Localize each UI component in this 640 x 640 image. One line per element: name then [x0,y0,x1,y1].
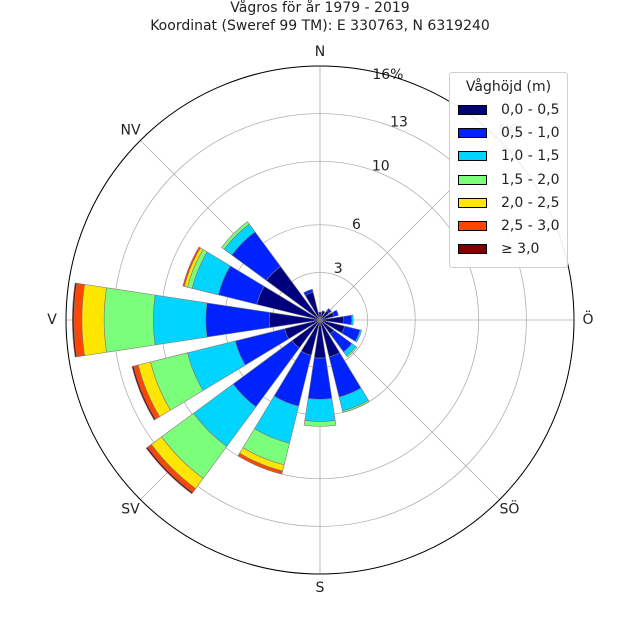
legend: Våghöjd (m) 0,0 - 0,5 0,5 - 1,0 1,0 - 1,5 1… [449,72,568,268]
legend-swatch-2 [458,151,487,162]
legend-item-3: 1,5 - 2,0 [450,168,567,191]
legend-swatch-1 [458,127,487,138]
direction-label-0: N [315,44,325,60]
legend-swatch-4 [458,197,487,208]
direction-label-7: NV [120,123,140,139]
legend-label-5: 2,5 - 3,0 [501,218,560,235]
legend-item-0: 0,0 - 0,5 [450,98,567,121]
legend-label-2: 1,0 - 1,5 [501,148,560,165]
legend-item-2: 1,0 - 1,5 [450,145,567,168]
chart-subtitle: Koordinat (Sweref 99 TM): E 330763, N 63… [150,18,490,34]
legend-items: 0,0 - 0,5 0,5 - 1,0 1,0 - 1,5 1,5 - 2,0 2,0 … [450,98,567,261]
legend-label-3: 1,5 - 2,0 [501,171,560,188]
bar-dir12-bin1 [205,302,271,338]
legend-swatch-6 [458,244,487,255]
bar-dir4-bin1 [343,314,353,326]
legend-title: Våghöjd (m) [465,79,552,95]
radial-tick-label-3: 13 [390,114,408,130]
bar-dir12-bin3 [103,287,156,353]
legend-swatch-3 [458,174,487,185]
legend-item-5: 2,5 - 3,0 [450,214,567,237]
legend-item-6: ≥ 3,0 [450,238,567,261]
legend-label-1: 0,5 - 1,0 [501,124,560,141]
legend-item-1: 0,5 - 1,0 [450,121,567,144]
bar-dir2-bin1 [326,308,332,314]
direction-label-4: S [316,580,325,596]
legend-label-4: 2,0 - 2,5 [501,194,560,211]
bar-dir3-bin1 [331,309,339,317]
polar-frame [65,65,575,575]
radial-tick-label-0: 3 [334,261,343,277]
direction-label-6: V [47,312,57,328]
bar-dir5-bin2 [354,329,362,343]
radial-tick-label-2: 10 [372,158,390,174]
bar-dir12-bin2 [153,294,208,346]
bar-dir12-bin6 [72,282,78,358]
bar-dir12-bin4 [81,284,107,356]
direction-label-3: SÖ [500,500,520,518]
bar-dir13-bin5 [182,246,201,287]
legend-item-4: 2,0 - 2,5 [450,191,567,214]
legend-swatch-5 [458,221,487,232]
bar-dir9-bin5 [237,452,283,475]
legend-label-6: ≥ 3,0 [501,241,540,258]
bar-dir8-bin2 [304,398,336,422]
radial-tick-label-1: 6 [352,217,361,233]
bar-dir14-bin3 [221,221,250,250]
direction-label-5: SV [121,502,140,518]
chart-title: Vågros för år 1979 - 2019 [230,0,410,16]
bar-dir4-bin2 [351,314,354,326]
bar-dir11-bin6 [131,365,156,421]
bar-dir7-bin3 [342,399,370,413]
rose-bars [72,221,370,495]
bar-dir10-bin6 [145,446,194,495]
bar-dir15-bin1 [303,288,314,296]
bar-dir6-bin3 [345,345,358,358]
bar-dir8-bin3 [303,420,337,427]
bar-dir8-bin1 [307,357,333,400]
legend-label-0: 0,0 - 0,5 [501,101,560,118]
direction-label-2: Ö [582,310,593,328]
legend-swatch-0 [458,104,487,115]
